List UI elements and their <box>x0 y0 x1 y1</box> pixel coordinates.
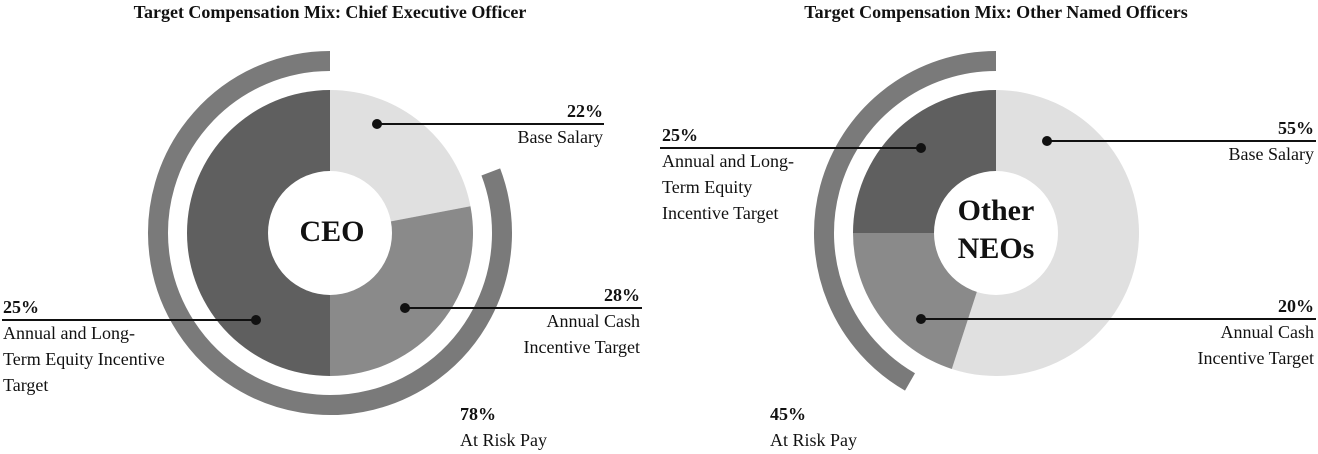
neo-center-label-line2: NEOs <box>958 232 1035 265</box>
neo-base-salary-dot <box>1042 136 1052 146</box>
ceo-annual-cash-percent: 28% <box>604 285 640 305</box>
neo-at-risk-percent: 45% <box>770 404 806 424</box>
ceo-at-risk-percent: 78% <box>460 404 496 424</box>
neo-at-risk-arc <box>814 51 997 391</box>
ceo-base-salary-callout: 22% Base Salary <box>372 101 604 147</box>
neo-annual-cash-dot <box>916 314 926 324</box>
neo-base-salary-percent: 55% <box>1278 118 1314 138</box>
neo-equity-label-line2: Term Equity <box>662 177 752 197</box>
ceo-annual-cash-callout: 28% Annual Cash Incentive Target <box>400 285 642 357</box>
ceo-annual-cash-dot <box>400 303 410 313</box>
ceo-equity-dot <box>251 315 261 325</box>
neo-annual-cash-percent: 20% <box>1278 296 1314 316</box>
neo-donut-hole <box>934 171 1058 295</box>
ceo-equity-callout: 25% Annual and Long- Term Equity Incenti… <box>2 297 261 395</box>
neo-base-salary-callout: 55% Base Salary <box>1042 118 1316 164</box>
neo-chart: Target Compensation Mix: Other Named Off… <box>660 2 1316 450</box>
ceo-at-risk-label: At Risk Pay <box>460 430 547 450</box>
neo-annual-cash-label-line1: Annual Cash <box>1221 322 1315 342</box>
ceo-base-salary-dot <box>372 119 382 129</box>
ceo-equity-label-line1: Annual and Long- <box>3 323 135 343</box>
neo-at-risk-arc-band <box>814 51 997 391</box>
neo-equity-label-line1: Annual and Long- <box>662 151 794 171</box>
ceo-slice-equity <box>187 90 330 376</box>
neo-at-risk-label: At Risk Pay <box>770 430 857 450</box>
neo-equity-percent: 25% <box>662 125 698 145</box>
ceo-donut-hole <box>268 171 392 295</box>
ceo-annual-cash-label-line1: Annual Cash <box>547 311 641 331</box>
neo-annual-cash-label-line2: Incentive Target <box>1197 348 1314 368</box>
neo-equity-callout: 25% Annual and Long- Term Equity Incenti… <box>660 125 926 223</box>
neo-base-salary-label: Base Salary <box>1229 144 1314 164</box>
ceo-at-risk-arc <box>148 51 512 415</box>
ceo-equity-label-line3: Target <box>3 375 48 395</box>
ceo-base-salary-percent: 22% <box>567 101 603 121</box>
neo-center-label-line1: Other <box>958 194 1035 227</box>
neo-annual-cash-callout: 20% Annual Cash Incentive Target <box>916 296 1316 368</box>
neo-chart-title: Target Compensation Mix: Other Named Off… <box>804 2 1187 22</box>
ceo-center-label: CEO <box>299 215 364 248</box>
ceo-at-risk-arc-band <box>148 51 512 415</box>
ceo-base-salary-label: Base Salary <box>518 127 603 147</box>
ceo-chart-title: Target Compensation Mix: Chief Executive… <box>134 2 527 22</box>
ceo-equity-percent: 25% <box>3 297 39 317</box>
ceo-chart: Target Compensation Mix: Chief Executive… <box>2 2 642 450</box>
ceo-equity-label-line2: Term Equity Incentive <box>3 349 165 369</box>
neo-equity-label-line3: Incentive Target <box>662 203 779 223</box>
ceo-annual-cash-label-line2: Incentive Target <box>523 337 640 357</box>
neo-equity-dot <box>916 143 926 153</box>
